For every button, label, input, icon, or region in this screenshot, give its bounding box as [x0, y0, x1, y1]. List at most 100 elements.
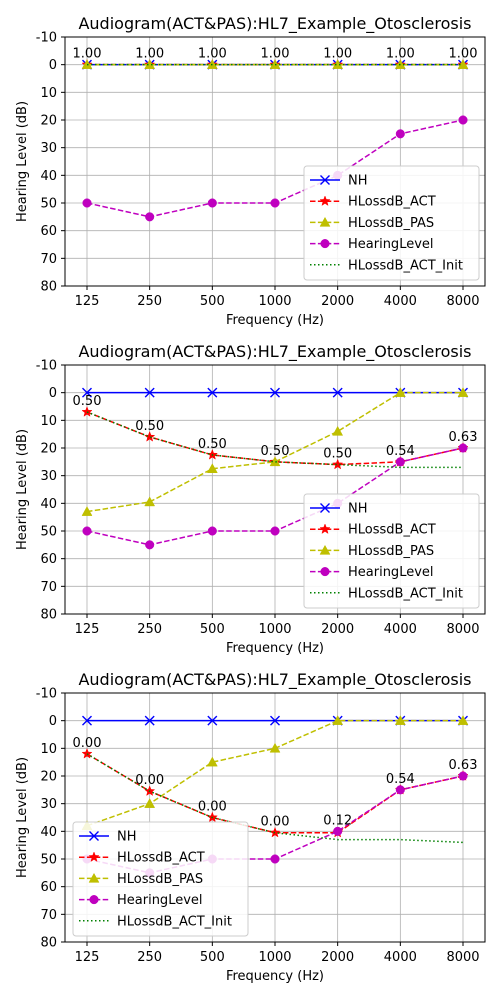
data-label: 0.00 [73, 736, 102, 751]
data-label: 0.63 [449, 758, 478, 773]
data-point-HearingLevel [270, 854, 280, 864]
data-label: 1.00 [135, 47, 164, 62]
data-point-HLossdB_PAS [206, 463, 218, 473]
y-tick-label: 80 [40, 936, 57, 951]
x-tick-label: 1000 [258, 950, 291, 965]
x-axis-label: Frequency (Hz) [226, 641, 324, 656]
y-tick-label: 80 [40, 280, 57, 295]
legend-marker-HearingLevel [89, 895, 99, 905]
series-HLossdB_PAS [81, 387, 469, 516]
x-axis-label: Frequency (Hz) [226, 313, 324, 328]
legend-marker-HLossdB_PAS [319, 544, 331, 555]
legend-marker-HearingLevel [320, 567, 330, 577]
data-point-NH [332, 387, 343, 398]
legend-marker-HearingLevel [320, 239, 330, 249]
x-tick-label: 4000 [384, 622, 417, 637]
legend-marker-NH [320, 503, 330, 513]
x-tick-label: 250 [137, 294, 162, 309]
data-point-NH [82, 387, 92, 398]
legend-marker-NH [320, 175, 330, 185]
data-label: 0.50 [323, 447, 352, 462]
legend-marker-NH [89, 831, 99, 841]
data-label: 0.00 [135, 773, 164, 788]
y-axis-label: Hearing Level (dB) [15, 757, 30, 878]
y-tick-label: 20 [40, 114, 57, 129]
legend-marker-HLossdB_PAS [88, 872, 100, 883]
y-axis-label: Hearing Level (dB) [15, 429, 30, 550]
x-tick-label: 2000 [321, 622, 354, 637]
data-label: 0.63 [449, 430, 478, 445]
chart-title: Audiogram(ACT&PAS):HL7_Example_Otosclero… [78, 14, 471, 34]
legend-label: HLossdB_ACT_Init [117, 914, 232, 929]
data-point-HLossdB_PAS [206, 756, 218, 767]
data-point-HearingLevel [270, 198, 280, 208]
x-tick-label: 1000 [258, 622, 291, 637]
x-tick-label: 125 [75, 950, 100, 965]
y-tick-label: 10 [40, 414, 57, 429]
data-point-HearingLevel [82, 526, 92, 536]
data-label: 0.54 [386, 444, 415, 459]
y-tick-label: 50 [40, 197, 57, 212]
data-point-HLossdB_PAS [332, 715, 344, 725]
y-tick-label: 70 [40, 252, 57, 267]
series-HLossdB_PAS [81, 715, 469, 831]
chart-panel-2: 0.50 0.50 0.50 0.50 0.50 0.54 0.63 -10 0 10 20 30 40… [15, 342, 486, 656]
data-label: 1.00 [386, 47, 415, 62]
data-point-HLossdB_PAS [457, 387, 469, 397]
x-tick-label: 125 [75, 294, 100, 309]
legend-marker-HLossdB_PAS [319, 216, 331, 227]
legend-label: HLossdB_ACT_Init [348, 586, 463, 601]
y-tick-label: 0 [49, 386, 57, 401]
x-tick-label: 2000 [321, 294, 354, 309]
data-point-HearingLevel [145, 212, 155, 222]
legend-label: HLossdB_PAS [117, 872, 203, 887]
legend-label: NH [348, 502, 368, 517]
legend-box [72, 821, 249, 937]
x-tick-label: 2000 [321, 950, 354, 965]
x-tick-label: 8000 [446, 950, 479, 965]
data-label: 0.00 [261, 815, 290, 830]
data-point-HearingLevel [395, 457, 405, 467]
x-tick-label: 250 [137, 950, 162, 965]
data-label: 0.50 [198, 437, 227, 452]
data-point-HLossdB_ACT [81, 406, 93, 417]
x-axis-label: Frequency (Hz) [226, 969, 324, 984]
x-tick-label: 250 [137, 622, 162, 637]
y-tick-label: 10 [40, 86, 57, 101]
y-tick-label: 60 [40, 880, 57, 895]
y-tick-label: 20 [40, 770, 57, 785]
y-axis-label: Hearing Level (dB) [15, 101, 30, 222]
data-point-HearingLevel [145, 540, 155, 550]
x-tick-label: 4000 [384, 294, 417, 309]
y-tick-label: 10 [40, 742, 57, 757]
data-point-NH [82, 715, 92, 726]
data-point-NH [207, 387, 218, 398]
legend-label: HearingLevel [348, 565, 434, 580]
legend-label: HearingLevel [117, 893, 203, 908]
data-point-HLossdB_PAS [394, 715, 406, 725]
series-HearingLevel [82, 443, 468, 550]
data-point-HearingLevel [82, 198, 92, 208]
y-tick-label: 40 [40, 169, 57, 184]
legend-label: HearingLevel [348, 237, 434, 252]
x-tick-label: 500 [200, 622, 225, 637]
x-tick-label: 8000 [446, 622, 479, 637]
data-point-HLossdB_PAS [144, 496, 156, 507]
data-point-HearingLevel [333, 826, 343, 836]
data-point-NH [270, 387, 280, 398]
y-tick-label: -10 [36, 687, 57, 702]
data-point-HearingLevel [270, 526, 280, 536]
data-point-HLossdB_ACT [81, 747, 93, 759]
legend-label: NH [117, 830, 137, 845]
data-label: 0.50 [261, 444, 290, 459]
y-tick-label: 60 [40, 224, 57, 239]
data-label: 1.00 [261, 47, 290, 62]
legend-label: HLossdB_PAS [348, 544, 434, 559]
data-label: 0.50 [73, 394, 102, 409]
legend: NH HLossdB_ACT HLossdB_PAS HearingLevel HLos… [303, 165, 480, 281]
x-tick-label: 4000 [384, 950, 417, 965]
x-tick-label: 500 [200, 294, 225, 309]
chart-panel-3: 0.00 0.00 0.00 0.00 0.12 0.54 0.63 -10 0 10 20 30 40… [15, 670, 486, 984]
data-label: 0.00 [198, 800, 227, 815]
